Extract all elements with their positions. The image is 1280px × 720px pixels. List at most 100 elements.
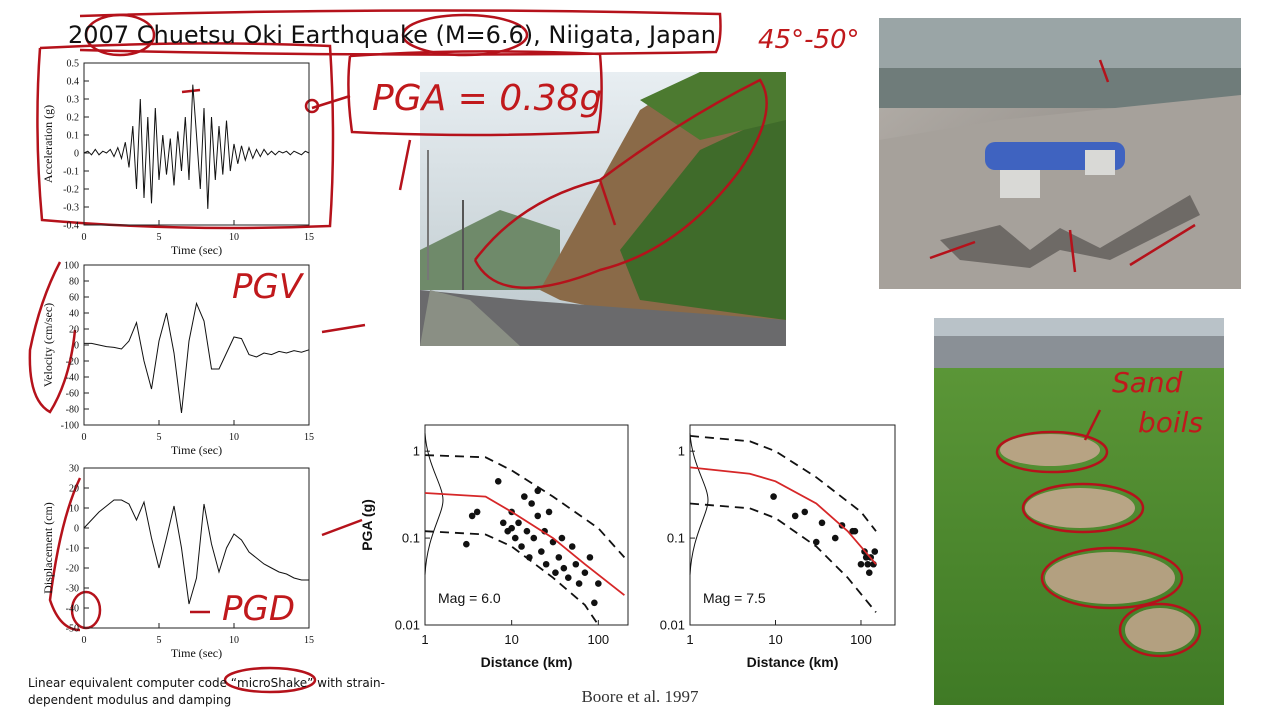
y-axis-label: PGA (g) bbox=[359, 499, 375, 551]
x-axis-label: Time (sec) bbox=[171, 243, 222, 257]
y-tick-label: 60 bbox=[69, 293, 79, 304]
y-tick-label: 0.1 bbox=[667, 531, 685, 546]
data-point bbox=[494, 478, 502, 485]
data-point bbox=[581, 569, 589, 576]
magnitude-label: Mag = 7.5 bbox=[703, 590, 766, 606]
citation: Boore et al. 1997 bbox=[581, 687, 699, 706]
x-tick-label: 5 bbox=[157, 635, 162, 646]
data-point bbox=[818, 519, 826, 527]
x-tick-label: 100 bbox=[587, 632, 609, 647]
data-point bbox=[515, 519, 522, 527]
x-tick-label: 10 bbox=[229, 432, 239, 443]
y-tick-label: 1 bbox=[678, 444, 685, 459]
data-point bbox=[521, 493, 528, 500]
pga-note: PGA = 0.38g bbox=[372, 78, 602, 119]
x-tick-label: 0 bbox=[82, 635, 87, 646]
x-tick-label: 5 bbox=[157, 232, 162, 243]
data-point bbox=[801, 508, 809, 516]
y-tick-label: 0.01 bbox=[660, 618, 685, 633]
angle-note: 45°-50° bbox=[758, 25, 860, 55]
y-tick-label: -0.2 bbox=[63, 185, 79, 196]
x-tick-label: 15 bbox=[304, 232, 314, 243]
y-tick-label: 20 bbox=[69, 325, 79, 336]
x-tick-label: 10 bbox=[768, 632, 782, 647]
y-axis-label: Acceleration (g) bbox=[41, 105, 55, 183]
bound-curve bbox=[424, 454, 626, 558]
y-tick-label: 100 bbox=[64, 261, 79, 272]
pavement-photo bbox=[879, 18, 1241, 289]
signal-line bbox=[83, 84, 310, 209]
data-point bbox=[534, 487, 542, 495]
data-point bbox=[518, 543, 525, 550]
bound-curve bbox=[689, 435, 877, 532]
data-point bbox=[564, 574, 572, 582]
y-tick-label: 10 bbox=[69, 504, 79, 515]
x-tick-label: 10 bbox=[229, 232, 239, 243]
y-tick-label: -20 bbox=[66, 357, 79, 368]
y-axis-label: Velocity (cm/sec) bbox=[41, 303, 55, 387]
y-axis-label: Displacement (cm) bbox=[41, 502, 55, 594]
y-tick-label: 0.1 bbox=[67, 131, 80, 142]
data-point bbox=[595, 580, 602, 587]
data-point bbox=[468, 512, 476, 520]
data-point bbox=[534, 512, 542, 520]
y-tick-label: 0.1 bbox=[402, 531, 420, 546]
plot-frame bbox=[83, 62, 310, 226]
data-point bbox=[552, 569, 559, 576]
data-point bbox=[558, 534, 566, 542]
y-tick-label: -60 bbox=[66, 389, 79, 400]
median-curve bbox=[689, 466, 877, 565]
data-point bbox=[528, 500, 535, 507]
data-point bbox=[770, 493, 777, 500]
data-point bbox=[864, 560, 872, 568]
y-tick-label: -50 bbox=[66, 624, 79, 635]
x-tick-label: 1 bbox=[421, 632, 428, 647]
plot-frame bbox=[424, 424, 629, 626]
data-point bbox=[511, 534, 519, 542]
x-axis-label: Time (sec) bbox=[171, 443, 222, 457]
data-point bbox=[542, 560, 550, 568]
signal-line bbox=[84, 301, 310, 414]
x-tick-label: 0 bbox=[82, 432, 87, 443]
x-axis-label: Distance (km) bbox=[481, 654, 573, 670]
data-point bbox=[812, 538, 820, 546]
data-point bbox=[545, 508, 553, 516]
data-point bbox=[499, 519, 507, 527]
x-tick-label: 0 bbox=[82, 232, 87, 243]
data-point bbox=[791, 512, 799, 520]
y-tick-label: -20 bbox=[66, 564, 79, 575]
footnote: Linear equivalent computer code “microSh… bbox=[28, 676, 385, 690]
sand-boils-note: Sand bbox=[1112, 366, 1183, 399]
data-point bbox=[857, 560, 865, 568]
x-axis-label: Distance (km) bbox=[747, 654, 839, 670]
bound-curve bbox=[689, 502, 877, 613]
data-point bbox=[463, 540, 470, 548]
y-tick-label: -40 bbox=[66, 373, 79, 384]
data-point bbox=[865, 569, 873, 576]
data-point bbox=[560, 564, 568, 572]
x-tick-label: 15 bbox=[304, 432, 314, 443]
median-curve bbox=[424, 492, 625, 596]
x-tick-label: 100 bbox=[850, 632, 872, 647]
y-tick-label: -40 bbox=[66, 604, 79, 615]
footnote: dependent modulus and damping bbox=[28, 693, 231, 707]
x-tick-label: 1 bbox=[686, 632, 693, 647]
data-point bbox=[473, 508, 481, 516]
bound-curve bbox=[424, 530, 600, 626]
y-tick-label: 0.5 bbox=[67, 59, 80, 70]
sand-boil-photo bbox=[934, 318, 1224, 705]
y-tick-label: -0.4 bbox=[63, 221, 79, 232]
y-tick-label: 0 bbox=[74, 524, 79, 535]
y-tick-label: 1 bbox=[413, 444, 420, 459]
data-point bbox=[871, 548, 879, 555]
data-point bbox=[555, 554, 563, 561]
y-tick-label: 30 bbox=[69, 464, 79, 475]
y-tick-label: 40 bbox=[69, 309, 79, 320]
data-point bbox=[575, 580, 583, 587]
x-axis-label: Time (sec) bbox=[171, 646, 222, 660]
data-point bbox=[568, 543, 576, 550]
y-tick-label: -80 bbox=[66, 405, 79, 416]
data-point bbox=[572, 560, 580, 568]
sand-boils-note: boils bbox=[1138, 406, 1203, 439]
slide-title: 2007 Chuetsu Oki Earthquake (M=6.6), Nii… bbox=[68, 21, 716, 49]
